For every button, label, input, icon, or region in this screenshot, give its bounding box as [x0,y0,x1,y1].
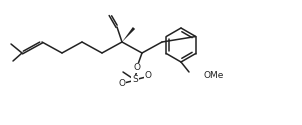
Text: S: S [132,76,138,84]
Polygon shape [122,27,135,42]
Text: O: O [133,64,140,72]
Text: OMe: OMe [203,72,223,80]
Text: O: O [144,72,152,80]
Text: O: O [118,80,126,88]
